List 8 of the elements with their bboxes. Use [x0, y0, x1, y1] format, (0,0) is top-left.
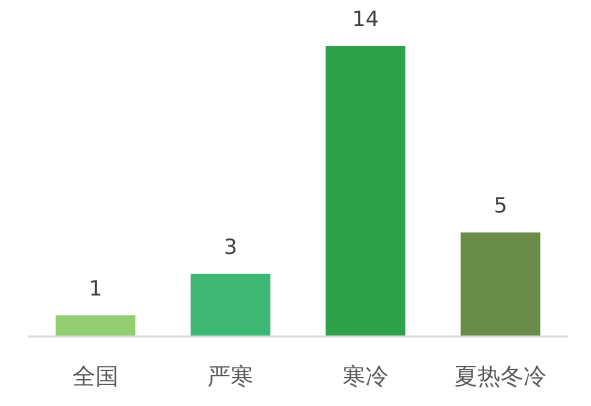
data-label: 3	[224, 234, 238, 259]
x-tick-label: 全国	[72, 364, 118, 390]
x-tick-label: 寒冷	[342, 364, 388, 390]
data-label: 1	[88, 276, 102, 300]
data-label: 5	[494, 193, 508, 218]
data-label: 14	[352, 7, 379, 31]
x-tick-label: 夏热冬冷	[454, 364, 546, 390]
x-tick-label: 严寒	[208, 364, 254, 390]
